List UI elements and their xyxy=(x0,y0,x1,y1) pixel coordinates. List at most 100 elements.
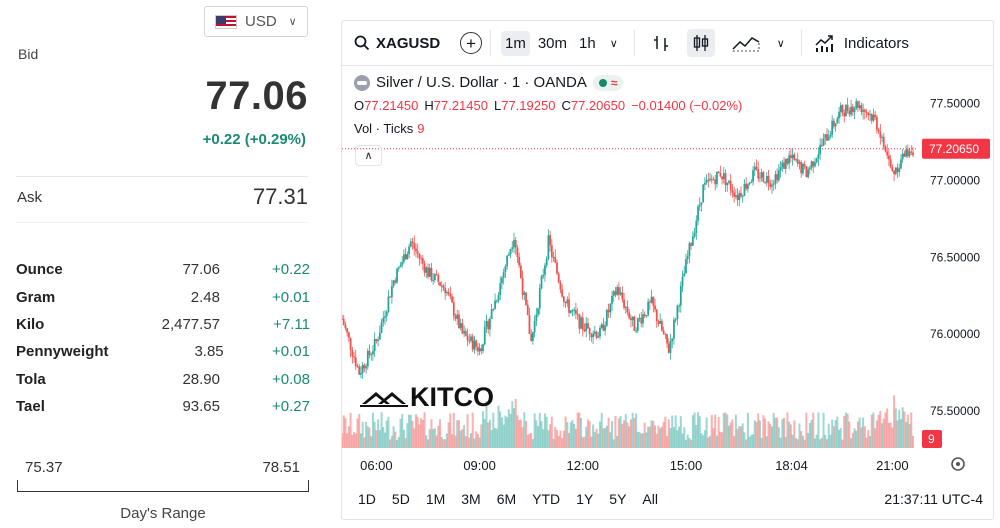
candle-body xyxy=(767,175,770,184)
volume-bar xyxy=(545,416,548,448)
candle-body xyxy=(444,287,447,294)
area-chart-type-icon[interactable] xyxy=(731,33,761,53)
candle-body xyxy=(636,318,639,331)
volume-bar xyxy=(666,436,669,448)
candle-body xyxy=(822,138,825,146)
volume-bar xyxy=(617,418,620,448)
volume-bar xyxy=(509,413,512,448)
volume-bar xyxy=(905,421,908,448)
collapse-legend-button[interactable]: ∧ xyxy=(355,145,382,166)
candle-body xyxy=(557,273,560,283)
range-1y[interactable]: 1Y xyxy=(576,491,594,507)
volume-bar xyxy=(478,437,481,448)
volume-bar xyxy=(519,419,522,448)
symbol-label: XAGUSD xyxy=(376,34,441,52)
volume-bar xyxy=(898,409,901,448)
volume-bar xyxy=(411,421,414,448)
volume-bar xyxy=(468,437,471,448)
range-6m[interactable]: 6M xyxy=(496,491,517,507)
volume-bar xyxy=(597,433,600,448)
candle-body xyxy=(655,309,658,322)
candle-body xyxy=(545,258,548,266)
settings-gear-icon[interactable] xyxy=(951,457,965,471)
interval-chevron-down-icon[interactable]: ∨ xyxy=(609,37,618,50)
candle-body xyxy=(810,161,813,168)
candle-body xyxy=(716,171,718,185)
bar-chart-type-icon[interactable] xyxy=(651,33,671,53)
candle-body xyxy=(471,336,474,350)
range-5y[interactable]: 5Y xyxy=(609,491,627,507)
volume-bar xyxy=(619,416,622,448)
candle-body xyxy=(748,182,751,185)
interval-30m[interactable]: 30m xyxy=(537,34,568,52)
candle-body xyxy=(631,316,634,321)
candle-body xyxy=(824,134,827,139)
volume-bar xyxy=(657,425,660,448)
volume-bar xyxy=(798,423,801,448)
compare-plus-icon[interactable]: + xyxy=(460,32,482,54)
volume-bar xyxy=(899,419,902,448)
volume-bar xyxy=(409,414,412,448)
candlestick-chart[interactable]: 77.50000 77.00000 76.50000 76.00000 75.50000… xyxy=(342,65,994,477)
candle-body xyxy=(779,167,782,171)
unit-name: Ounce xyxy=(16,261,63,279)
candle-body xyxy=(399,265,402,268)
candle-body xyxy=(669,341,672,353)
range-5d[interactable]: 5D xyxy=(391,491,410,507)
chart-type-chevron-down-icon[interactable]: ∨ xyxy=(776,37,785,50)
candle-body xyxy=(719,173,722,177)
volume-bar xyxy=(598,421,601,448)
range-all[interactable]: All xyxy=(642,491,658,507)
unit-price: 28.90 xyxy=(182,370,220,388)
volume-bar xyxy=(640,433,643,448)
candle-body xyxy=(774,174,777,184)
candle-body xyxy=(633,316,636,331)
range-ytd[interactable]: YTD xyxy=(532,491,561,507)
volume-bar xyxy=(494,428,497,448)
indicators-icon xyxy=(815,35,833,52)
candle-body xyxy=(862,109,865,112)
volume-bar xyxy=(855,430,858,448)
volume-bar xyxy=(770,426,773,448)
currency-select[interactable]: USD ∨ xyxy=(204,6,308,37)
symbol-search[interactable]: XAGUSD xyxy=(342,35,450,52)
candle-chart-type-icon[interactable] xyxy=(686,29,715,57)
range-1m[interactable]: 1M xyxy=(425,491,446,507)
market-status-badge[interactable]: ≈ xyxy=(592,74,624,91)
time-tick: 21:00 xyxy=(876,458,909,473)
volume-bar xyxy=(800,431,803,448)
candle-body xyxy=(342,318,345,325)
volume-bar xyxy=(753,420,756,448)
volume-bar xyxy=(789,424,792,448)
volume-bar xyxy=(576,412,579,448)
volume-bar xyxy=(611,421,614,448)
volume-bar xyxy=(590,436,593,448)
volume-bar xyxy=(767,421,770,448)
range-3m[interactable]: 3M xyxy=(461,491,481,507)
candle-body xyxy=(879,131,882,138)
interval-1h[interactable]: 1h xyxy=(579,34,596,52)
indicators-button[interactable]: Indicators xyxy=(814,33,909,53)
candle-body xyxy=(865,111,868,113)
volume-bar xyxy=(463,425,466,448)
candle-body xyxy=(489,319,491,330)
volume-bar xyxy=(414,414,417,448)
candle-body xyxy=(440,285,443,287)
price-chart[interactable]: 77.50000 77.00000 76.50000 76.00000 75.50000… xyxy=(342,65,994,477)
volume-bar xyxy=(734,414,737,448)
volume-bar xyxy=(870,414,873,448)
range-1d[interactable]: 1D xyxy=(358,491,376,507)
volume-bar xyxy=(760,437,763,448)
volume-bar xyxy=(698,416,701,448)
volume-badge-label: 9 xyxy=(928,432,935,446)
volume-bar xyxy=(495,428,498,448)
candle-body xyxy=(566,299,569,304)
volume-bar xyxy=(765,436,768,448)
candle-body xyxy=(826,134,828,141)
candle-body xyxy=(342,318,343,320)
candle-body xyxy=(497,295,500,301)
volume-bar xyxy=(882,418,885,448)
candle-body xyxy=(358,366,361,375)
interval-1m[interactable]: 1m xyxy=(501,30,530,56)
candle-body xyxy=(886,151,889,156)
